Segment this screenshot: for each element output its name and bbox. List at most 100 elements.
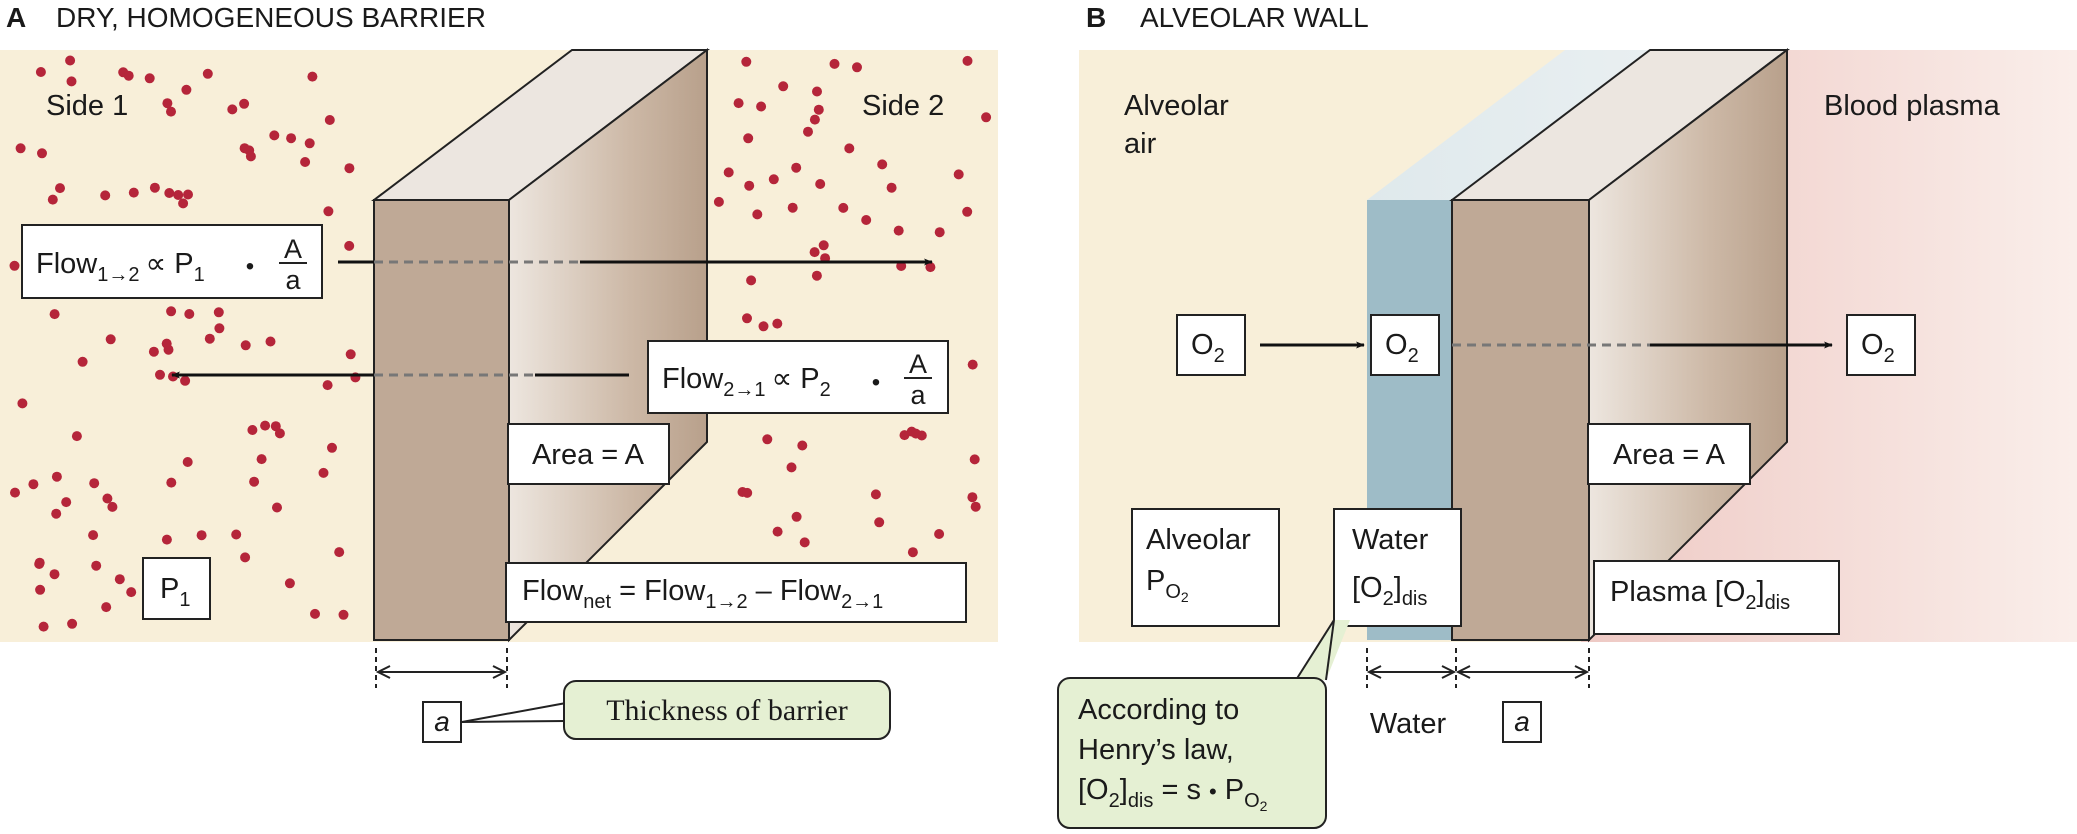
- gas-molecule-dot: [239, 99, 249, 109]
- gas-molecule-dot: [124, 71, 134, 81]
- gas-molecule-dot: [894, 226, 904, 236]
- gas-molecule-dot: [241, 340, 251, 350]
- gas-molecule-dot: [935, 227, 945, 237]
- gas-molecule-dot: [72, 431, 82, 441]
- gas-molecule-dot: [344, 241, 354, 251]
- svg-text:Water: Water: [1352, 524, 1429, 556]
- gas-molecule-dot: [67, 619, 77, 629]
- gas-molecule-dot: [803, 127, 813, 137]
- gas-molecule-dot: [28, 479, 38, 489]
- thickness-callout: Thickness of barrier: [564, 681, 890, 739]
- callout-leader-a-2: [462, 721, 566, 722]
- gas-molecule-dot: [954, 169, 964, 179]
- gas-molecule-dot: [744, 181, 754, 191]
- gas-molecule-dot: [184, 309, 194, 319]
- gas-molecule-dot: [778, 81, 788, 91]
- gas-molecule-dot: [145, 73, 155, 83]
- alveolar-air-label-1: Alveolar: [1124, 90, 1229, 122]
- gas-molecule-dot: [788, 203, 798, 213]
- svg-text:•: •: [872, 369, 880, 396]
- o2-water-box: O2: [1371, 315, 1439, 375]
- barrier-front-face: [374, 200, 509, 640]
- gas-molecule-dot: [787, 462, 797, 472]
- gas-molecule-dot: [149, 347, 159, 357]
- gas-molecule-dot: [967, 492, 977, 502]
- gas-molecule-dot: [269, 130, 279, 140]
- gas-molecule-dot: [240, 552, 250, 562]
- gas-molecule-dot: [129, 188, 139, 198]
- gas-molecule-dot: [762, 434, 772, 444]
- gas-molecule-dot: [88, 530, 98, 540]
- gas-molecule-dot: [50, 569, 60, 579]
- gas-molecule-dot: [344, 163, 354, 173]
- gas-molecule-dot: [286, 133, 296, 143]
- wall-front-face: [1452, 200, 1589, 640]
- gas-molecule-dot: [10, 488, 20, 498]
- gas-molecule-dot: [852, 62, 862, 72]
- gas-molecule-dot: [257, 454, 267, 464]
- alveolar-air-label-2: air: [1124, 128, 1157, 160]
- gas-molecule-dot: [861, 215, 871, 225]
- gas-molecule-dot: [91, 561, 101, 571]
- gas-molecule-dot: [61, 497, 71, 507]
- panel-a-title: DRY, HOMOGENEOUS BARRIER: [56, 2, 486, 33]
- gas-molecule-dot: [900, 430, 910, 440]
- gas-molecule-dot: [89, 478, 99, 488]
- gas-molecule-dot: [227, 104, 237, 114]
- gas-molecule-dot: [17, 398, 27, 408]
- gas-molecule-dot: [714, 197, 724, 207]
- gas-molecule-dot: [812, 87, 822, 97]
- svg-text:A: A: [284, 234, 302, 264]
- gas-molecule-dot: [772, 319, 782, 329]
- blood-plasma-label: Blood plasma: [1824, 90, 2001, 122]
- gas-molecule-dot: [39, 622, 49, 632]
- gas-molecule-dot: [925, 262, 935, 272]
- gas-molecule-dot: [962, 207, 972, 217]
- flow-net-equation: Flownet = Flow1→2 – Flow2→1: [506, 563, 966, 622]
- gas-molecule-dot: [183, 457, 193, 467]
- gas-molecule-dot: [35, 585, 45, 595]
- gas-molecule-dot: [838, 203, 848, 213]
- gas-molecule-dot: [769, 174, 779, 184]
- side-2-label: Side 2: [862, 90, 944, 122]
- gas-molecule-dot: [150, 183, 160, 193]
- gas-molecule-dot: [871, 489, 881, 499]
- gas-molecule-dot: [78, 357, 88, 367]
- gas-molecule-dot: [173, 190, 183, 200]
- gas-molecule-dot: [214, 323, 224, 333]
- gas-molecule-dot: [246, 151, 256, 161]
- gas-molecule-dot: [197, 530, 207, 540]
- gas-molecule-dot: [877, 159, 887, 169]
- gas-molecule-dot: [180, 376, 190, 386]
- plasma-o2-box: Plasma [O2]dis: [1594, 561, 1839, 634]
- gas-molecule-dot: [305, 138, 315, 148]
- gas-molecule-dot: [272, 503, 282, 513]
- gas-molecule-dot: [247, 425, 257, 435]
- gas-molecule-dot: [791, 163, 801, 173]
- gas-molecule-dot: [100, 190, 110, 200]
- gas-molecule-dot: [102, 494, 112, 504]
- svg-text:Henry’s law,: Henry’s law,: [1078, 734, 1234, 766]
- thickness-dimension: [376, 648, 507, 688]
- svg-text:a: a: [1514, 706, 1530, 737]
- p1-label: P1: [143, 558, 210, 619]
- svg-text:•: •: [246, 253, 254, 280]
- wall-thickness-dimension: [1458, 648, 1589, 688]
- gas-molecule-dot: [734, 98, 744, 108]
- gas-molecule-dot: [887, 183, 897, 193]
- gas-molecule-dot: [346, 349, 356, 359]
- gas-molecule-dot: [266, 337, 276, 347]
- gas-molecule-dot: [325, 115, 335, 125]
- gas-molecule-dot: [162, 535, 172, 545]
- gas-molecule-dot: [323, 380, 333, 390]
- svg-text:Area = A: Area = A: [532, 439, 645, 471]
- gas-molecule-dot: [285, 578, 295, 588]
- gas-molecule-dot: [814, 105, 824, 115]
- gas-molecule-dot: [844, 143, 854, 153]
- area-label-b: Area = A: [1588, 424, 1750, 484]
- gas-molecule-dot: [155, 370, 165, 380]
- gas-molecule-dot: [908, 547, 918, 557]
- gas-molecule-dot: [970, 454, 980, 464]
- gas-molecule-dot: [166, 306, 176, 316]
